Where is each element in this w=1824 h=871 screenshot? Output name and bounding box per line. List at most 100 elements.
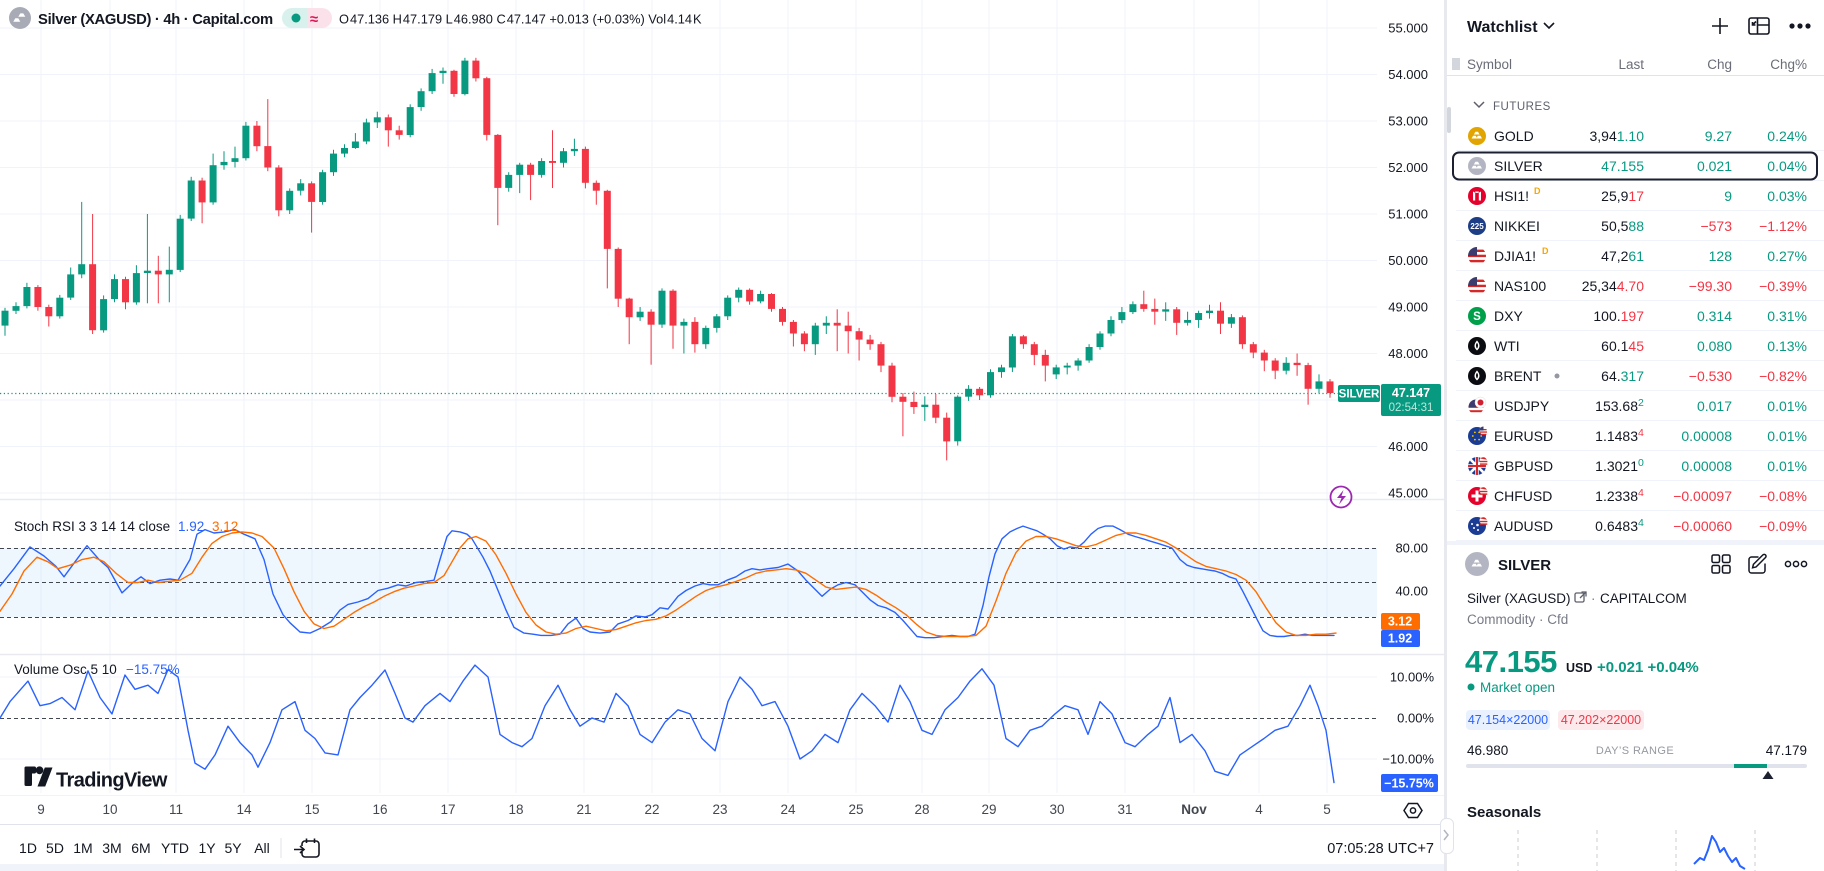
svg-text:0.04%: 0.04% bbox=[1767, 158, 1807, 174]
svg-text:0: 0 bbox=[1638, 457, 1644, 469]
svg-text:60.145: 60.145 bbox=[1601, 338, 1644, 354]
svg-text:·: · bbox=[1591, 591, 1596, 606]
svg-text:CAPITALCOM: CAPITALCOM bbox=[1600, 591, 1687, 606]
svg-text:21: 21 bbox=[576, 802, 591, 817]
svg-text:24: 24 bbox=[780, 802, 796, 817]
svg-text:Silver (XAGUSD) · 4h · Capital: Silver (XAGUSD) · 4h · Capital.com bbox=[38, 12, 273, 28]
svg-text:−0.82%: −0.82% bbox=[1759, 368, 1807, 384]
svg-text:Seasonals: Seasonals bbox=[1467, 804, 1541, 821]
svg-text:02:54:31: 02:54:31 bbox=[1389, 402, 1434, 414]
svg-text:0.24%: 0.24% bbox=[1767, 128, 1807, 144]
svg-text:0.017: 0.017 bbox=[1697, 398, 1732, 414]
svg-text:1M: 1M bbox=[73, 840, 92, 856]
svg-text:153.68: 153.68 bbox=[1595, 398, 1638, 414]
svg-text:0.27%: 0.27% bbox=[1767, 248, 1807, 264]
svg-text:3,941.10: 3,941.10 bbox=[1590, 128, 1645, 144]
svg-text:46.000: 46.000 bbox=[1388, 439, 1428, 454]
svg-text:SILVER: SILVER bbox=[1494, 158, 1543, 174]
svg-text:53.000: 53.000 bbox=[1388, 114, 1428, 129]
svg-text:25,917: 25,917 bbox=[1601, 188, 1644, 204]
svg-text:D: D bbox=[1542, 246, 1549, 256]
svg-text:31: 31 bbox=[1117, 802, 1132, 817]
svg-text:40.00: 40.00 bbox=[1395, 584, 1428, 599]
svg-text:−10.00%: −10.00% bbox=[1382, 752, 1434, 767]
svg-text:GOLD: GOLD bbox=[1494, 128, 1534, 144]
svg-text:5: 5 bbox=[1323, 802, 1331, 817]
svg-text:25,344.70: 25,344.70 bbox=[1582, 278, 1645, 294]
svg-text:FUTURES: FUTURES bbox=[1493, 101, 1551, 113]
svg-text:−0.39%: −0.39% bbox=[1759, 278, 1807, 294]
svg-text:80.00: 80.00 bbox=[1395, 541, 1428, 556]
svg-text:Commodity · Cfd: Commodity · Cfd bbox=[1467, 612, 1568, 627]
svg-text:GBPUSD: GBPUSD bbox=[1494, 458, 1553, 474]
svg-text:4: 4 bbox=[1255, 802, 1263, 817]
svg-text:0.01%: 0.01% bbox=[1767, 428, 1807, 444]
svg-text:DJIA1!: DJIA1! bbox=[1494, 248, 1536, 264]
svg-text:16: 16 bbox=[372, 802, 387, 817]
svg-text:S: S bbox=[1473, 311, 1481, 323]
svg-text:30: 30 bbox=[1049, 802, 1064, 817]
svg-text:0.00%: 0.00% bbox=[1397, 711, 1434, 726]
svg-text:50,588: 50,588 bbox=[1601, 218, 1644, 234]
svg-text:1.1483: 1.1483 bbox=[1595, 428, 1638, 444]
svg-text:51.000: 51.000 bbox=[1388, 207, 1428, 222]
svg-text:Symbol: Symbol bbox=[1467, 57, 1512, 72]
svg-text:Volume Osc 5 10: Volume Osc 5 10 bbox=[14, 662, 117, 677]
svg-text:Last: Last bbox=[1618, 57, 1644, 72]
svg-text:Stoch RSI 3 3 14 14 close: Stoch RSI 3 3 14 14 close bbox=[14, 519, 170, 534]
svg-text:47.155: 47.155 bbox=[1465, 644, 1557, 679]
svg-text:25: 25 bbox=[848, 802, 863, 817]
svg-text:0.00008: 0.00008 bbox=[1681, 428, 1732, 444]
svg-text:14: 14 bbox=[236, 802, 252, 817]
svg-text:128: 128 bbox=[1709, 248, 1733, 264]
svg-text:−573: −573 bbox=[1700, 218, 1732, 234]
svg-text:SILVER: SILVER bbox=[1339, 389, 1380, 401]
svg-text:−15.75%: −15.75% bbox=[1384, 777, 1434, 791]
svg-text:Silver (XAGUSD): Silver (XAGUSD) bbox=[1467, 591, 1571, 606]
svg-text:≈: ≈ bbox=[310, 11, 318, 28]
svg-text:4: 4 bbox=[1638, 427, 1644, 439]
svg-text:Nov: Nov bbox=[1181, 802, 1207, 817]
svg-text:9.27: 9.27 bbox=[1705, 128, 1732, 144]
svg-text:+0.021 +0.04%: +0.021 +0.04% bbox=[1597, 659, 1699, 676]
svg-text:9: 9 bbox=[1724, 188, 1732, 204]
svg-text:DXY: DXY bbox=[1494, 308, 1523, 324]
svg-text:YTD: YTD bbox=[161, 840, 189, 856]
svg-text:5D: 5D bbox=[46, 840, 64, 856]
svg-text:−0.530: −0.530 bbox=[1689, 368, 1732, 384]
svg-text:22: 22 bbox=[644, 802, 659, 817]
svg-text:1.3021: 1.3021 bbox=[1595, 458, 1638, 474]
svg-text:−15.75%: −15.75% bbox=[126, 662, 180, 677]
svg-text:10: 10 bbox=[102, 802, 117, 817]
svg-text:All: All bbox=[254, 840, 270, 856]
svg-text:USD: USD bbox=[1566, 661, 1592, 675]
svg-text:47.202×22000: 47.202×22000 bbox=[1561, 713, 1641, 727]
svg-text:3.12: 3.12 bbox=[212, 519, 238, 534]
svg-text:47.155: 47.155 bbox=[1601, 158, 1644, 174]
svg-text:9: 9 bbox=[37, 802, 45, 817]
svg-text:52.000: 52.000 bbox=[1388, 160, 1428, 175]
svg-text:−0.00060: −0.00060 bbox=[1673, 518, 1732, 534]
svg-text:55.000: 55.000 bbox=[1388, 21, 1428, 36]
svg-text:18: 18 bbox=[508, 802, 523, 817]
svg-text:47.179: 47.179 bbox=[1766, 743, 1807, 758]
svg-text:47.154×22000: 47.154×22000 bbox=[1468, 713, 1548, 727]
svg-text:10.00%: 10.00% bbox=[1390, 670, 1435, 685]
svg-text:47.147: 47.147 bbox=[1392, 386, 1430, 400]
svg-text:1.92: 1.92 bbox=[1388, 632, 1412, 646]
svg-text:0.00008: 0.00008 bbox=[1681, 458, 1732, 474]
svg-text:17: 17 bbox=[440, 802, 455, 817]
svg-text:225: 225 bbox=[1470, 222, 1484, 231]
svg-text:USDJPY: USDJPY bbox=[1494, 398, 1550, 414]
svg-text:Chg: Chg bbox=[1707, 57, 1732, 72]
svg-text:1.92: 1.92 bbox=[178, 519, 204, 534]
svg-text:49.000: 49.000 bbox=[1388, 300, 1428, 315]
svg-text:−0.09%: −0.09% bbox=[1759, 518, 1807, 534]
svg-text:0.6483: 0.6483 bbox=[1595, 518, 1638, 534]
svg-text:O47.136 H47.179 L46.980 C47: O47.136 H47.179 L46.980 C47.147 +0.013 (… bbox=[339, 12, 702, 27]
svg-text:0.314: 0.314 bbox=[1697, 308, 1732, 324]
svg-text:50.000: 50.000 bbox=[1388, 253, 1428, 268]
svg-text:0.13%: 0.13% bbox=[1767, 338, 1807, 354]
svg-text:48.000: 48.000 bbox=[1388, 346, 1428, 361]
svg-text:CHFUSD: CHFUSD bbox=[1494, 488, 1552, 504]
